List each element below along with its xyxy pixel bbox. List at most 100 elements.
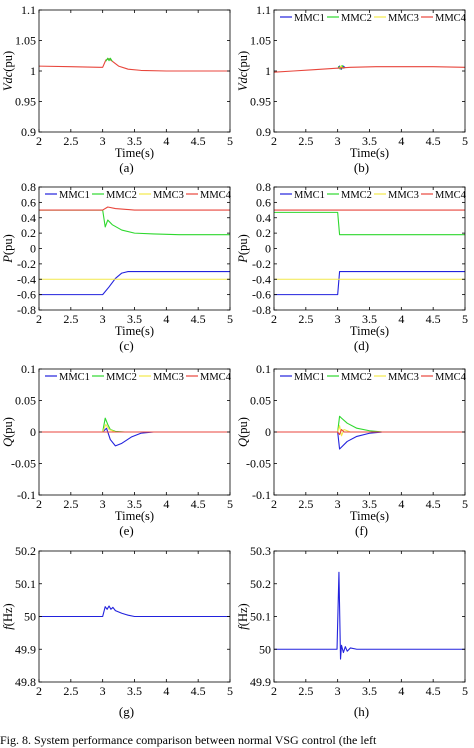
x-tick-label: 4 [163,497,169,511]
x-tick-label: 4.5 [426,497,441,511]
x-tick-label: 2 [36,312,42,326]
panel-label: (c) [119,338,133,353]
legend: MMC1 MMC2 MMC3 MMC4 [45,190,232,201]
series-line-mmc1 [274,271,465,296]
y-tick-label: -0.4 [17,272,36,286]
x-tick-label: 3 [335,134,341,148]
y-tick-label: 0 [30,425,36,439]
legend-entry-mmc1: MMC1 [294,372,325,383]
x-tick-label: 3 [335,497,341,511]
x-axis-label: Time(s) [115,146,154,160]
y-tick-label: -0.2 [17,257,36,271]
panel-label: (h) [354,704,369,719]
y-tick-label: 0.05 [15,394,36,408]
x-tick-label: 5 [462,497,468,511]
panel-g: 2 2.5 3 3.5 4 4.5 5 49.8 49.9 50 50.1 50.2 f(Hz) (g) [1,544,233,719]
y-tick-label: 49.9 [15,642,36,656]
panel-d: 2 2.5 3 3.5 4 4.5 5 -0.8-0.6 -0.4-0.20 0.20.4 0.60… [236,180,468,353]
y-tick-label: 0.6 [256,195,271,209]
x-tick-label: 2.5 [298,312,313,326]
y-tick-label: 0.6 [21,195,36,209]
panel-label: (g) [119,704,134,719]
panel-label: (e) [119,523,133,538]
plot-frame [38,186,231,311]
series-line-trace-0 [39,605,230,618]
legend-entry-mmc1: MMC1 [59,190,90,201]
x-axis-label: Time(s) [350,146,389,160]
legend-entry-mmc3: MMC3 [153,372,184,383]
legend-entry-mmc3: MMC3 [388,190,419,201]
legend-entry-mmc4: MMC4 [435,372,467,383]
x-tick-label: 4.5 [191,497,206,511]
x-tick-label: 4.5 [191,684,206,698]
x-tick-label: 2.5 [63,497,78,511]
x-tick-label: 2.5 [63,684,78,698]
y-tick-label: 0 [265,242,271,256]
legend: MMC1 MMC2 MMC3 MMC4 [280,13,467,24]
legend-entry-mmc3: MMC3 [153,190,184,201]
x-tick-label: 4 [398,134,404,148]
legend: MMC1 MMC2 MMC3 MMC4 [280,190,467,201]
y-tick-label: 1.05 [15,34,36,48]
x-tick-label: 4 [398,684,404,698]
legend-entry-mmc2: MMC2 [106,190,137,201]
x-tick-label: 3.5 [127,497,142,511]
x-tick-label: 2 [36,497,42,511]
legend-entry-mmc4: MMC4 [435,13,467,24]
panel-h: 2 2.5 3 3.5 4 4.5 5 49.9 50 50.1 50.2 50.3 f(Hz) (h) [236,544,468,719]
panel-a: 2 2.5 3 3.5 4 4.5 5 0.9 0.95 1 1.05 1.1 Vdc(pu) Time(… [1,3,233,175]
y-tick-label: 0.4 [21,211,36,225]
legend-entry-mmc2: MMC2 [341,190,372,201]
y-tick-label: -0.1 [17,488,36,502]
legend: MMC1 MMC2 MMC3 MMC4 [45,372,232,383]
legend: MMC1 MMC2 MMC3 MMC4 [280,372,467,383]
y-tick-label: 1.05 [250,34,271,48]
series-line-trace-0 [39,58,230,72]
panel-c: 2 2.5 3 3.5 4 4.5 5 -0.8-0.6 -0.4-0.20 0.20.4 0.60… [1,180,233,353]
x-tick-label: 2.5 [298,684,313,698]
panel-b: 2 2.5 3 3.5 4 4.5 5 0.9 0.95 1 1.05 1.1 Vdc(pu) Time(… [236,3,468,175]
x-tick-label: 3.5 [362,312,377,326]
y-tick-label: 0.8 [21,180,36,194]
y-tick-label: 0.9 [256,125,271,139]
y-tick-label: 50.1 [250,610,271,624]
x-tick-label: 5 [227,684,233,698]
x-tick-label: 2 [271,497,277,511]
series-line-mmc1 [274,431,465,450]
y-tick-label: 0.1 [256,362,271,376]
panel-label: (d) [354,338,369,353]
legend-entry-mmc3: MMC3 [388,372,419,383]
plot-frame [273,550,466,683]
y-tick-label: -0.1 [252,488,271,502]
y-tick-label: -0.05 [246,457,271,471]
panel-f: 2 2.5 3 3.5 4 4.5 5 -0.1 -0.05 0 0.05 0.1 Q(pu) Time(… [236,362,468,538]
series-line-mmc1 [39,427,230,447]
x-tick-label: 3.5 [127,684,142,698]
series-line-mmc4 [274,66,465,73]
x-tick-label: 4 [163,134,169,148]
x-tick-label: 3 [335,684,341,698]
x-tick-label: 2.5 [298,134,313,148]
x-axis-label: Time(s) [115,509,154,523]
series-line-mmc4 [274,428,465,436]
x-tick-label: 3 [100,134,106,148]
x-tick-label: 2.5 [63,312,78,326]
y-tick-label: -0.8 [17,303,36,317]
y-axis-label: Q(pu) [1,417,15,447]
y-tick-label: 1 [265,64,271,78]
x-tick-label: 4.5 [191,312,206,326]
x-tick-label: 5 [462,134,468,148]
series-line-mmc2 [39,209,230,236]
y-tick-label: -0.6 [252,288,271,302]
y-tick-label: 0.2 [21,226,36,240]
x-tick-label: 4.5 [426,312,441,326]
panel-e: 2 2.5 3 3.5 4 4.5 5 -0.1 -0.05 0 0.05 0.1 Q(pu) Time(… [1,362,233,538]
legend-entry-mmc4: MMC4 [200,190,232,201]
y-tick-label: 0.9 [21,125,36,139]
y-tick-label: 0 [30,242,36,256]
legend-entry-mmc2: MMC2 [106,372,137,383]
x-tick-label: 2.5 [298,497,313,511]
legend-entry-mmc1: MMC1 [294,13,325,24]
y-tick-label: 50.2 [15,544,36,558]
x-tick-label: 5 [227,312,233,326]
